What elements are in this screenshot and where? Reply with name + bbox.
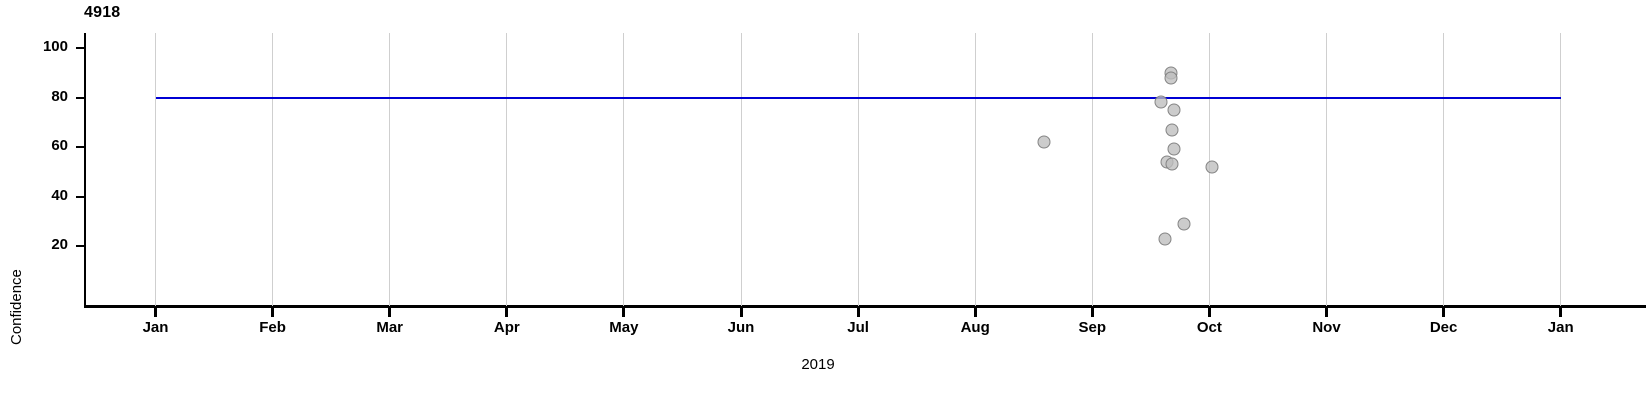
- x-tick-label-jul-6: Jul: [847, 319, 869, 336]
- x-tick-label-sep-8: Sep: [1078, 319, 1107, 336]
- x-tick-label-aug-7: Aug: [960, 319, 990, 336]
- data-point: [1205, 160, 1219, 174]
- x-tick-12: [1559, 308, 1563, 317]
- x-tick-0: [154, 308, 157, 317]
- gridline-mar-2: [389, 33, 391, 306]
- gridline-sep-8: [1091, 33, 1093, 306]
- y-tick-60: [76, 146, 84, 148]
- x-tick-label-feb-1: Feb: [259, 319, 286, 336]
- gridline-may-4: [623, 33, 625, 306]
- gridline-dec-11: [1443, 33, 1445, 306]
- gridline-jan-0: [155, 33, 156, 306]
- data-point: [1167, 103, 1181, 117]
- x-tick-4: [622, 308, 626, 317]
- x-tick-label-dec-11: Dec: [1429, 319, 1458, 336]
- y-tick-label-80: 80: [51, 87, 68, 105]
- gridline-nov-10: [1326, 33, 1327, 306]
- gridline-aug-7: [974, 33, 976, 306]
- y-tick-80: [76, 96, 84, 99]
- x-tick-label-jan-12: Jan: [1547, 319, 1574, 336]
- gridline-jun-5: [740, 33, 742, 306]
- x-tick-3: [505, 308, 509, 317]
- gridline-feb-1: [272, 33, 274, 306]
- x-tick-5: [739, 308, 743, 317]
- data-point: [1164, 71, 1178, 85]
- y-tick-20: [76, 245, 84, 247]
- data-point: [1165, 157, 1179, 171]
- y-tick-label-20: 20: [51, 236, 68, 253]
- data-point: [1037, 135, 1051, 149]
- y-tick-label-60: 60: [51, 137, 68, 154]
- x-tick-label-nov-10: Nov: [1312, 319, 1341, 336]
- data-point: [1165, 123, 1179, 137]
- x-tick-10: [1325, 308, 1328, 317]
- x-tick-label-may-4: May: [609, 319, 639, 336]
- x-tick-2: [388, 308, 392, 317]
- x-tick-label-jun-5: Jun: [727, 319, 755, 336]
- x-tick-8: [1090, 308, 1094, 317]
- x-tick-9: [1207, 308, 1211, 317]
- x-tick-label-mar-2: Mar: [376, 319, 404, 336]
- x-tick-label-oct-9: Oct: [1196, 319, 1222, 336]
- threshold-line-80: [155, 96, 1561, 99]
- x-tick-1: [271, 308, 275, 317]
- y-tick-label-100: 100: [42, 38, 68, 55]
- data-point: [1158, 232, 1172, 246]
- x-tick-11: [1442, 308, 1446, 317]
- gridline-apr-3: [506, 33, 508, 306]
- y-tick-100: [76, 47, 84, 49]
- gridline-jan-12: [1560, 33, 1562, 306]
- data-point: [1177, 217, 1191, 231]
- data-point: [1167, 142, 1181, 156]
- x-tick-label-apr-3: Apr: [493, 319, 520, 336]
- y-tick-label-40: 40: [51, 186, 68, 204]
- y-tick-40: [76, 195, 84, 198]
- x-axis-title: 2019: [801, 356, 835, 373]
- x-tick-6: [856, 308, 860, 317]
- x-axis-spine: [84, 305, 1646, 308]
- x-tick-7: [973, 308, 977, 317]
- gridline-jul-6: [857, 33, 859, 306]
- data-point: [1154, 95, 1168, 109]
- y-axis-spine: [84, 33, 86, 307]
- chart-title: 4918: [84, 4, 121, 21]
- x-tick-label-jan-0: Jan: [142, 319, 169, 336]
